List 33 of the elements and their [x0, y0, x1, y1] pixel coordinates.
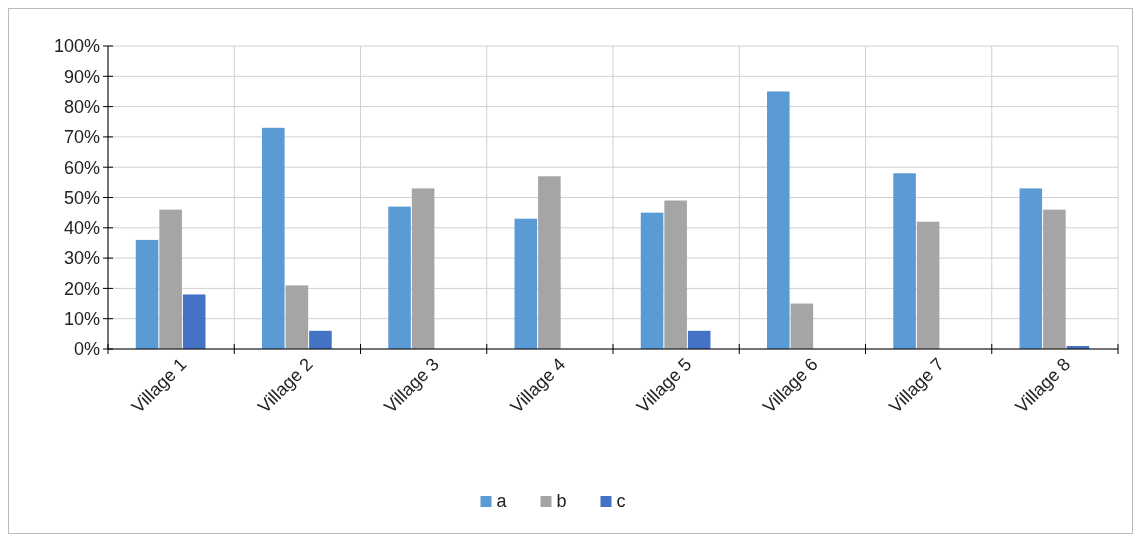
bar	[285, 285, 309, 349]
y-tick-label: 70%	[63, 127, 100, 148]
y-tick-label: 60%	[63, 157, 100, 178]
y-tick-label: 80%	[63, 96, 100, 117]
legend-label: b	[556, 491, 567, 511]
bar	[514, 218, 538, 349]
bar	[262, 127, 285, 349]
bar	[182, 294, 206, 349]
bar	[411, 188, 435, 349]
bar	[388, 206, 411, 349]
legend-label: a	[496, 491, 508, 511]
y-tick-label: 30%	[63, 248, 100, 269]
bar	[767, 91, 790, 349]
bar	[893, 173, 916, 349]
y-tick-label: 0%	[73, 339, 100, 360]
y-tick-label: 50%	[63, 187, 100, 208]
bar	[790, 303, 814, 349]
bar	[687, 330, 711, 349]
bar	[664, 200, 687, 349]
y-tick-label: 90%	[63, 66, 100, 87]
y-tick-label: 20%	[63, 278, 100, 299]
y-tick-label: 10%	[63, 309, 100, 329]
bar	[640, 212, 664, 349]
legend-label: c	[616, 491, 626, 511]
y-tick-label: 100%	[53, 36, 100, 57]
y-tick-label: 40%	[63, 218, 100, 239]
bar	[159, 209, 182, 349]
bar	[916, 221, 940, 349]
bar	[135, 239, 159, 349]
bar	[309, 330, 332, 349]
bar	[538, 176, 561, 349]
bar	[1019, 188, 1043, 349]
bar	[1043, 209, 1066, 349]
